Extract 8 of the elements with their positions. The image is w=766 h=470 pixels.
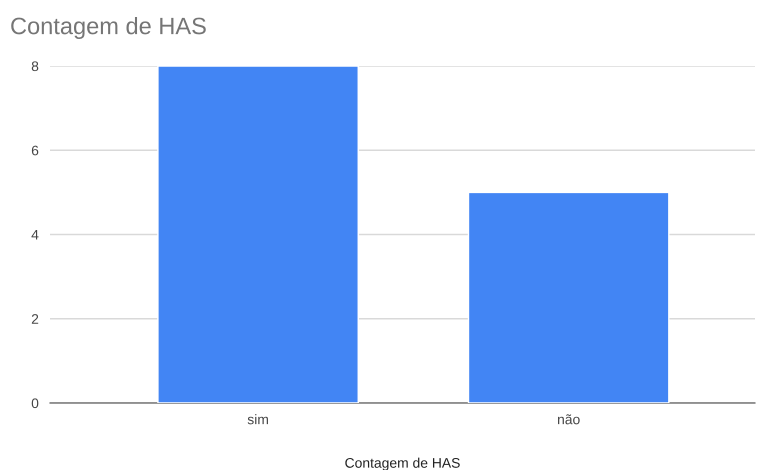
y-tick-label: 0 xyxy=(32,398,38,408)
y-tick-label: 8 xyxy=(32,61,38,72)
x-tick-label: não xyxy=(558,414,580,424)
y-tick-label: 2 xyxy=(32,314,38,324)
chart-title: Contagem de HAS xyxy=(11,16,206,40)
x-tick-label: sim xyxy=(248,414,268,424)
y-tick-label: 4 xyxy=(31,230,38,240)
y-tick-label: 6 xyxy=(32,146,38,156)
